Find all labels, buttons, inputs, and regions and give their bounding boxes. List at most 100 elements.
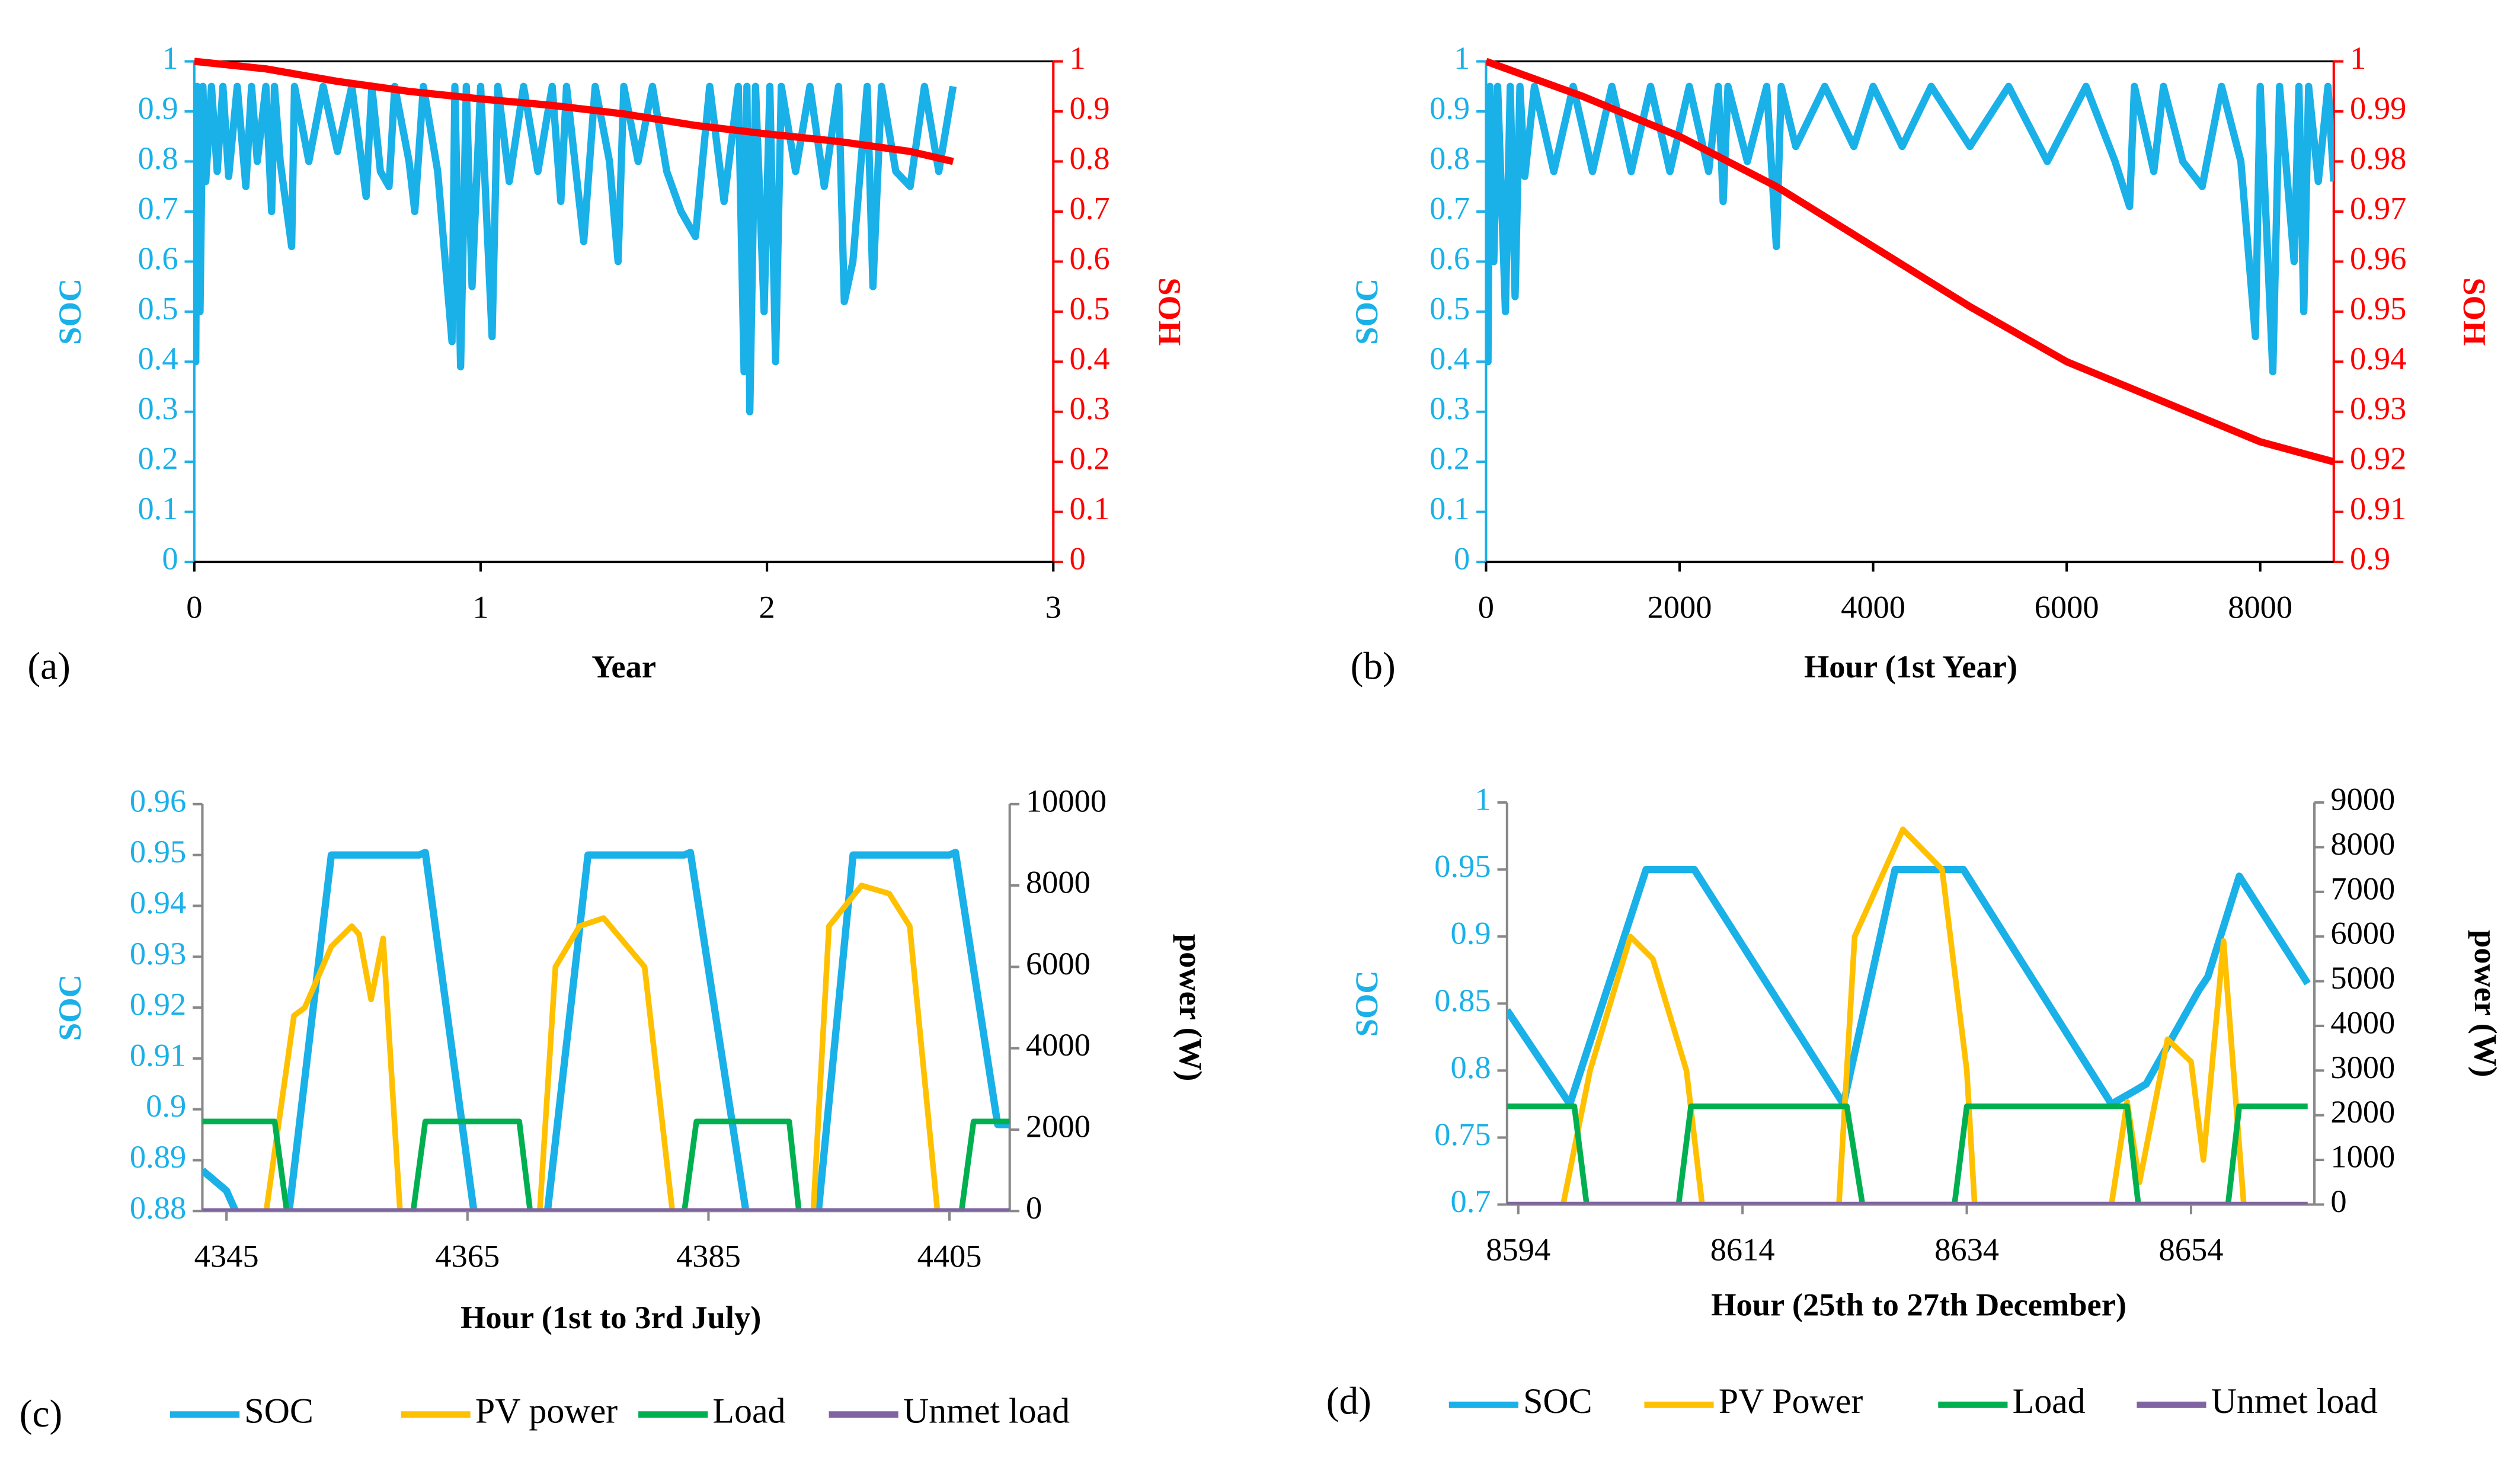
x-tick-label: 4385: [676, 1238, 741, 1274]
y2-tick-label: 0.7: [1070, 190, 1110, 226]
y2-tick-label: 0.96: [2350, 240, 2406, 276]
legend-label: PV power: [475, 1391, 618, 1430]
y-tick-label: 0.95: [130, 833, 186, 869]
y2-tick-label: 0.9: [2350, 541, 2390, 577]
y2-tick-label: 0.99: [2350, 89, 2406, 126]
legend-label: SOC: [1523, 1382, 1592, 1421]
y-tick-label: 0.9: [138, 89, 178, 126]
y2-tick-label: 0.92: [2350, 440, 2406, 477]
y-tick-label: 0.85: [1434, 982, 1491, 1018]
y-tick-label: 0.94: [130, 884, 186, 920]
plot-lines: [1507, 826, 2311, 1205]
y2-tick-label: 8000: [2330, 826, 2395, 862]
y-tick-label: 0.5: [1430, 290, 1470, 326]
y2-tick-label: 1: [1070, 40, 1086, 76]
y-tick-label: 0.95: [1434, 848, 1491, 884]
plot-lines: [202, 849, 1010, 1211]
series-line: [1560, 826, 2247, 1205]
y-tick-label: 0.92: [130, 986, 186, 1022]
y2-tick-label: 0.94: [2350, 340, 2406, 376]
y-tick-label: 1: [162, 40, 178, 76]
y2-tick-label: 0.8: [1070, 140, 1110, 176]
x-tick-label: 4345: [194, 1238, 259, 1274]
y-tick-label: 0.3: [138, 390, 178, 426]
x-tick-label: 8000: [2228, 589, 2292, 625]
panel-label: (a): [27, 645, 71, 688]
y2-tick-label: 0.97: [2350, 190, 2406, 226]
panel-label: (c): [20, 1393, 63, 1435]
y-axis-label: SOC: [52, 279, 88, 345]
y2-tick-label: 0: [1070, 541, 1086, 577]
plot-lines: [1486, 57, 2334, 466]
x-axis-label: Hour (1st Year): [1804, 648, 2017, 685]
y2-tick-label: 0.3: [1070, 390, 1110, 426]
series-line: [263, 882, 941, 1211]
y2-tick-label: 0: [2330, 1183, 2346, 1219]
y-tick-label: 0.93: [130, 935, 186, 971]
y2-tick-label: 2000: [2330, 1093, 2395, 1130]
chart: 0.7 0.75 0.8 0.85 0.9 0.95 1 0 1000 2000 3000 4000 5…: [1326, 781, 2504, 1423]
panel-label: (b): [1351, 645, 1396, 688]
y2-tick-label: 7000: [2330, 870, 2395, 906]
x-tick-label: 2000: [1648, 589, 1712, 625]
y2-tick-label: 0.1: [1070, 490, 1110, 526]
y-tick-label: 0.88: [130, 1189, 186, 1226]
legend-label: SOC: [244, 1391, 314, 1430]
chart: 00.10.20.30.40.50.60.70.80.910.90.910.92…: [1348, 40, 2493, 688]
x-tick-label: 8654: [2158, 1232, 2223, 1268]
y2-axis-label: SOH: [1152, 277, 1188, 346]
y2-tick-label: 0.4: [1070, 340, 1110, 376]
y-tick-label: 0.7: [138, 190, 178, 226]
series-line: [1486, 82, 2334, 376]
y2-tick-label: 5000: [2330, 960, 2395, 996]
x-tick-label: 2: [759, 589, 775, 625]
legend-label: Load: [712, 1391, 785, 1430]
y2-tick-label: 1: [2350, 40, 2366, 76]
y2-tick-label: 4000: [1026, 1026, 1090, 1063]
panel-label: (d): [1326, 1380, 1371, 1422]
y2-tick-label: 0.9: [1070, 89, 1110, 126]
y2-tick-label: 6000: [2330, 915, 2395, 951]
x-tick-label: 3: [1045, 589, 1061, 625]
y-tick-label: 0.89: [130, 1139, 186, 1175]
y-tick-label: 0.6: [1430, 240, 1470, 276]
y-tick-label: 0.7: [1451, 1183, 1491, 1219]
y-tick-label: 0.9: [146, 1088, 186, 1124]
y2-tick-label: 0.95: [2350, 290, 2406, 326]
x-axis-label: Year: [591, 648, 656, 685]
legend-label: PV Power: [1719, 1382, 1863, 1421]
x-tick-label: 0: [1478, 589, 1494, 625]
y-tick-label: 0.6: [138, 240, 178, 276]
series-line: [202, 1118, 1010, 1211]
y2-tick-label: 3000: [2330, 1049, 2395, 1085]
x-tick-label: 4365: [435, 1238, 500, 1274]
y-tick-label: 0.3: [1430, 390, 1470, 426]
y2-tick-label: 0.6: [1070, 240, 1110, 276]
y-axis-label: SOC: [1348, 279, 1384, 345]
chart: 0.88 0.89 0.9 0.91 0.92 0.93 0.94 0.95 0.96 0 2000…: [20, 782, 1209, 1435]
x-tick-label: 8634: [1934, 1232, 1999, 1268]
x-tick-label: 1: [472, 589, 488, 625]
y2-tick-label: 0: [1026, 1189, 1042, 1226]
y2-tick-label: 0.5: [1070, 290, 1110, 326]
plot-lines: [194, 57, 957, 415]
y-tick-label: 0.75: [1434, 1116, 1491, 1152]
y2-axis-label: power (W): [2468, 930, 2504, 1077]
y-tick-label: 0.7: [1430, 190, 1470, 226]
y-tick-label: 0.8: [1451, 1049, 1491, 1085]
y-tick-label: 0: [162, 541, 178, 577]
y-tick-label: 0.1: [1430, 490, 1470, 526]
series-line: [202, 849, 1010, 1211]
legend-label: Unmet load: [903, 1391, 1070, 1430]
y2-tick-label: 8000: [1026, 864, 1090, 900]
y-tick-label: 0.8: [138, 140, 178, 176]
series-line: [1486, 57, 2334, 466]
y-tick-label: 0.8: [1430, 140, 1470, 176]
y2-tick-label: 9000: [2330, 781, 2395, 817]
y2-tick-label: 0.93: [2350, 390, 2406, 426]
chart: 0 0.1 0.2 0.3 0.4 0.5 0.6 0.7 0.8 0.9 1 0 0.1 0.2 0.3 0…: [27, 40, 1188, 688]
y2-tick-label: 6000: [1026, 945, 1090, 981]
legend-label: Load: [2013, 1382, 2086, 1421]
